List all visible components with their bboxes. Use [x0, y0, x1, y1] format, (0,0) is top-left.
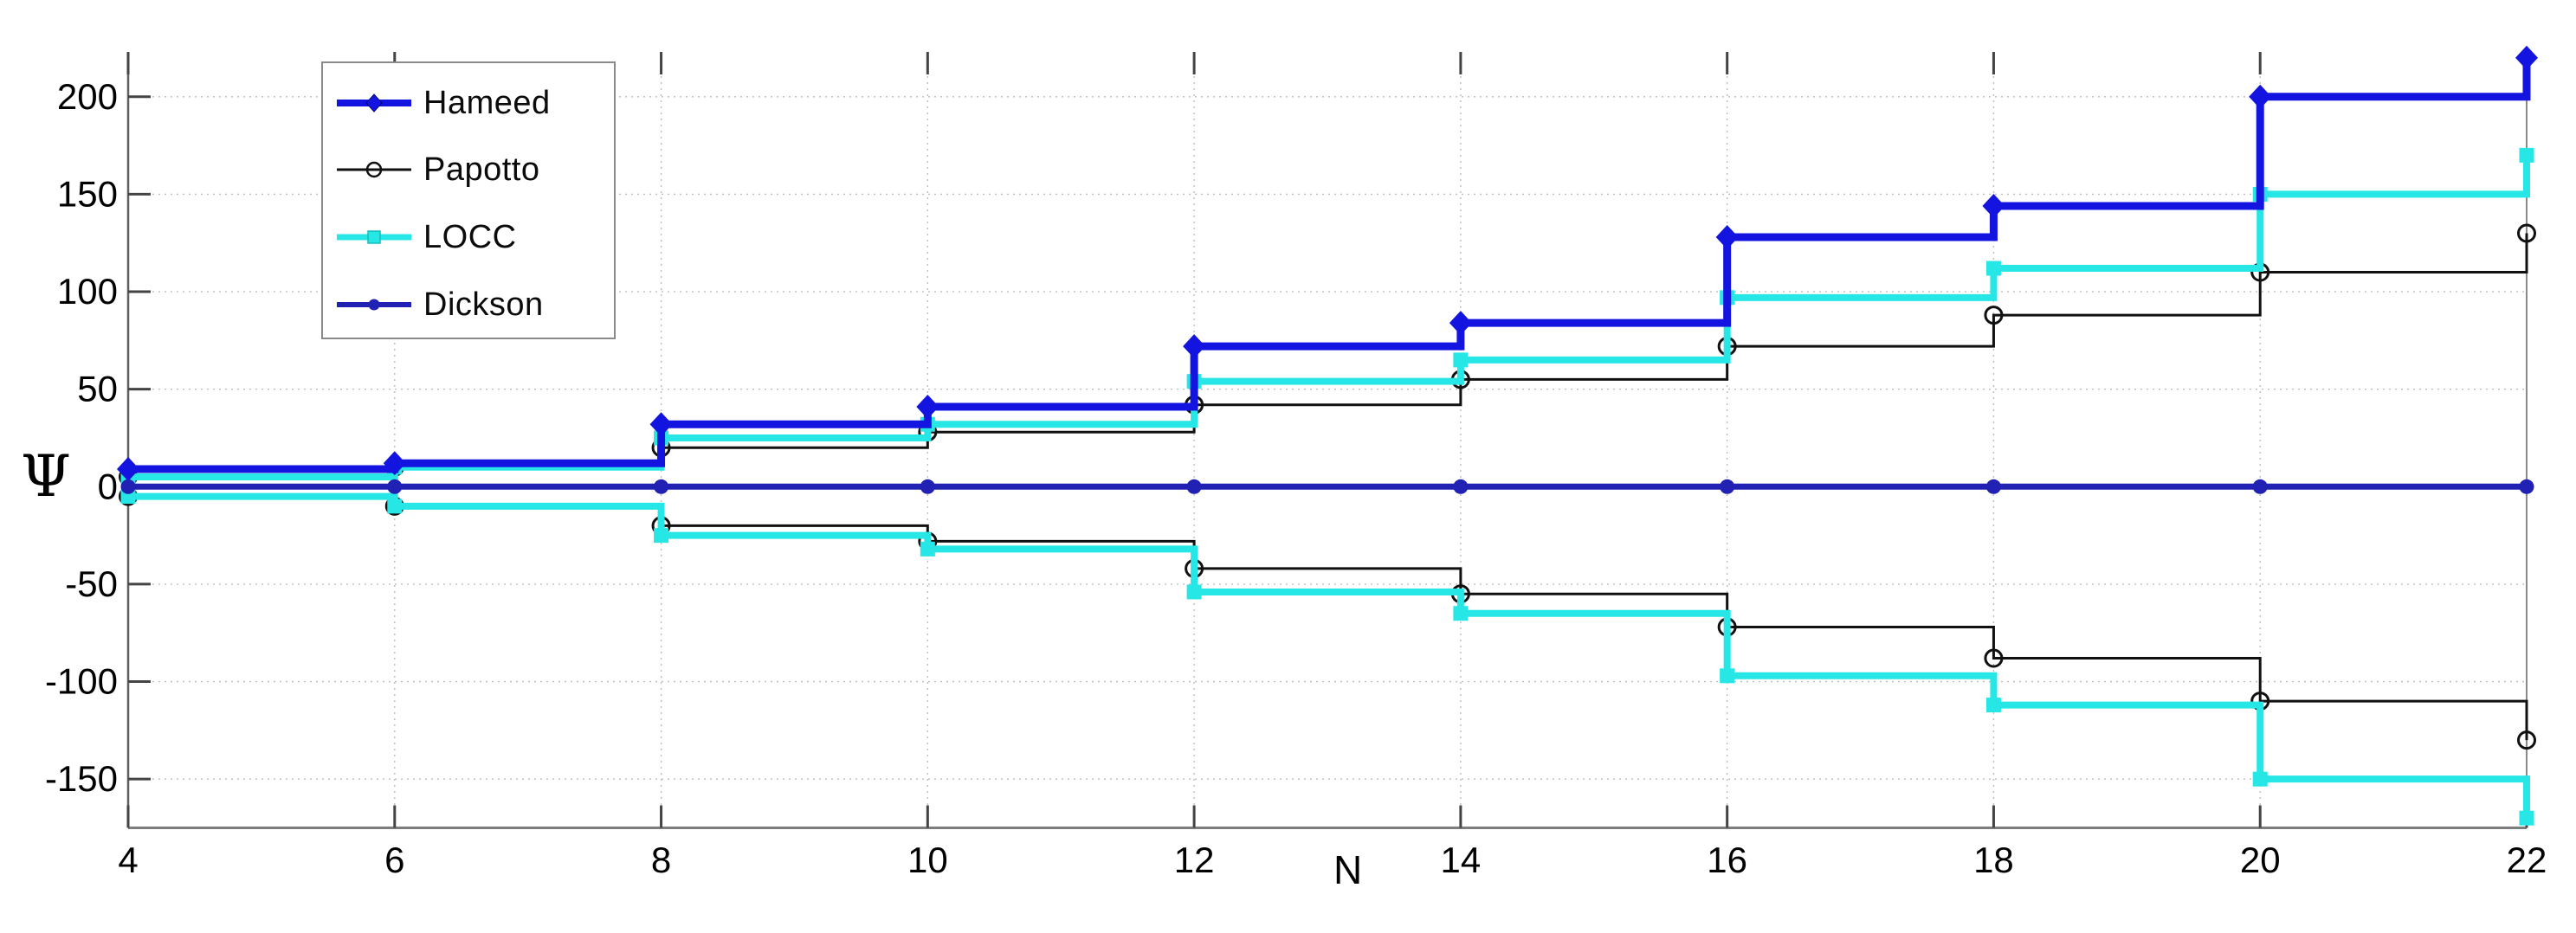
series-hameed-marker [1449, 311, 1472, 336]
series-papotto-marker [1984, 306, 2004, 325]
series-locc-marker [654, 528, 669, 544]
series-locc-marker [387, 499, 403, 514]
legend-label: Papotto [423, 151, 540, 188]
series-hameed-marker [1982, 193, 2005, 218]
legend-line-sample [337, 230, 411, 244]
x-axis-label: N [1333, 847, 1363, 892]
series-hameed-marker [649, 412, 673, 437]
series-locc-marker [1186, 584, 1202, 600]
series-locc-marker [1985, 261, 2001, 276]
y-tick-label: -150 [45, 758, 118, 799]
y-tick-label: 200 [57, 76, 118, 117]
series-dickson-marker [1186, 479, 1202, 494]
x-tick-label: 20 [2240, 840, 2281, 880]
series-dickson-marker [920, 479, 935, 494]
legend-item-locc: LOCC [323, 211, 614, 263]
series-hameed-marker [2249, 84, 2272, 109]
legend-item-papotto: Papotto [323, 144, 614, 196]
series-hameed-line [128, 57, 2531, 473]
series-hameed-marker [1715, 224, 1739, 249]
series-locc-marker [920, 541, 935, 557]
legend-marker-dot [368, 299, 380, 311]
series-locc-marker [1720, 668, 1735, 684]
y-tick-label: 100 [57, 271, 118, 312]
series-papotto-marker [2517, 730, 2536, 750]
legend-line-sample [337, 93, 411, 113]
series-hameed-marker [383, 451, 406, 476]
series-dickson-marker [2519, 479, 2534, 494]
x-tick-label: 22 [2507, 840, 2547, 880]
series-papotto-marker [1984, 648, 2004, 668]
series-locc-line [128, 492, 2530, 819]
series-dickson-marker [1720, 479, 1735, 494]
series-locc-marker [1453, 606, 1469, 621]
series-locc-marker [2519, 810, 2534, 826]
legend-line-sample [337, 299, 411, 311]
series-dickson-marker [1985, 479, 2001, 494]
series-locc-marker [1985, 698, 2001, 713]
series-dickson-marker [120, 479, 136, 494]
x-tick-label: 6 [384, 840, 404, 880]
series-dickson-marker [2252, 479, 2268, 494]
x-tick-label: 16 [1707, 840, 1747, 880]
series-hameed-marker [2515, 45, 2538, 70]
series-hameed-marker [1183, 334, 1206, 359]
legend-item-hameed: Hameed [323, 77, 614, 129]
x-tick-label: 14 [1441, 840, 1482, 880]
series-locc-marker [2519, 147, 2534, 163]
y-tick-label: -50 [65, 563, 118, 604]
y-tick-label: 150 [57, 173, 118, 214]
legend-marker-diamond [365, 93, 383, 113]
series-dickson-marker [654, 479, 669, 494]
series-dickson-marker [1453, 479, 1469, 494]
series-hameed-marker [117, 457, 139, 482]
x-tick-label: 18 [1973, 840, 2014, 880]
legend-marker-open-circle [365, 161, 383, 178]
legend: Hameed Papotto LOCC Dickson [321, 61, 616, 339]
series-dickson-marker [387, 479, 403, 494]
series-hameed-marker [916, 394, 939, 419]
legend-label: Dickson [423, 286, 544, 323]
x-tick-label: 8 [651, 840, 671, 880]
legend-marker-square [367, 230, 381, 244]
y-axis-label: Ψ [21, 443, 71, 510]
legend-line-sample [337, 161, 411, 178]
x-tick-label: 12 [1174, 840, 1215, 880]
series-papotto-marker [2517, 223, 2536, 243]
legend-item-dickson: Dickson [323, 279, 614, 331]
x-tick-label: 4 [118, 840, 138, 880]
series-locc-line [128, 155, 2530, 481]
x-tick-label: 10 [907, 840, 948, 880]
y-tick-label: -100 [45, 661, 118, 702]
series-locc-marker [2252, 771, 2268, 787]
legend-label: LOCC [423, 218, 517, 255]
y-tick-label: 50 [77, 369, 118, 409]
y-tick-label: 0 [98, 466, 118, 506]
legend-label: Hameed [423, 84, 551, 121]
series-locc-marker [1453, 352, 1469, 368]
